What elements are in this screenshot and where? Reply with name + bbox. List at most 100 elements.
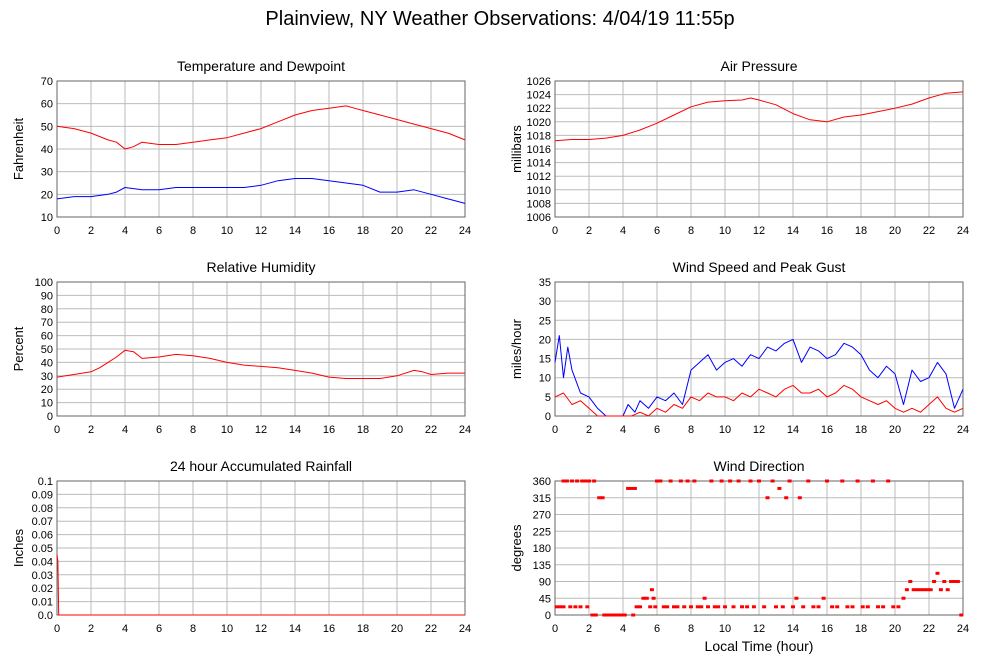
humidity-xtick-label: 10 [221,424,233,436]
direction-point [797,496,802,500]
direction-point [787,479,792,483]
direction-point [575,479,580,483]
direction-xlabel: Local Time (hour) [705,638,814,654]
humidity-xtick-label: 16 [323,424,335,436]
rain-ytick-label: 0.08 [32,503,53,515]
humidity-title: Relative Humidity [207,259,316,275]
direction-point [945,588,950,592]
direction-point [921,588,926,592]
pressure-xtick-label: 0 [552,225,558,237]
temp-xtick-label: 20 [391,225,403,237]
direction-point [901,596,906,600]
humidity-ytick-label: 70 [41,317,53,329]
direction-point [925,588,930,592]
direction-title: Wind Direction [713,458,804,474]
direction-ytick-label: 135 [533,560,551,572]
humidity-series-line-1 [56,349,465,379]
wind-ytick-label: 25 [539,315,551,327]
direction-xtick-label: 14 [787,623,799,635]
direction-point [728,479,733,483]
direction-point [835,605,840,609]
wind-xtick-label: 12 [753,424,765,436]
direction-point [653,605,658,609]
temp-ylabel: Fahrenheit [11,118,26,181]
direction-point [881,605,886,609]
wind-xtick-label: 8 [688,424,694,436]
humidity-ytick-label: 10 [41,398,53,410]
temp-xtick-label: 14 [289,225,301,237]
direction-point [938,588,943,592]
rain-xtick-label: 4 [122,623,128,635]
rain-ytick-label: 0.1 [38,476,53,488]
wind-xtick-label: 4 [620,424,626,436]
wind-xtick-label: 18 [855,424,867,436]
direction-point [558,605,563,609]
pressure-xtick-label: 12 [753,225,765,237]
humidity-xtick-label: 12 [255,424,267,436]
rain-xtick-label: 12 [255,623,267,635]
humidity-ytick-label: 20 [41,384,53,396]
rain-xtick-label: 0 [54,623,60,635]
direction-ytick-label: 0 [545,610,551,622]
direction-point [626,486,631,490]
rain-ytick-label: 0.06 [32,530,53,542]
direction-point [609,613,614,617]
rain-xtick-label: 22 [425,623,437,635]
direction-point [695,605,700,609]
pressure-ylabel: millibars [509,125,524,173]
rain-ytick-label: 0.02 [32,583,53,595]
direction-point [706,605,710,609]
rain-xtick-label: 8 [190,623,196,635]
temp-xtick-label: 16 [323,225,335,237]
rain-title: 24 hour Accumulated Rainfall [170,458,352,474]
direction-point [774,605,778,609]
temp-xtick-label: 4 [122,225,128,237]
direction-point [600,496,605,500]
rain-xtick-label: 24 [459,623,471,635]
direction-xtick-label: 12 [753,623,765,635]
direction-point [583,479,588,483]
temp-xtick-label: 12 [255,225,267,237]
direction-point [806,479,811,483]
direction-point [745,605,750,609]
direction-point [896,605,901,609]
direction-point [685,479,690,483]
direction-point [561,479,566,483]
rain-ytick-label: 0.03 [32,570,53,582]
direction-point [592,479,597,483]
direction-point [629,486,634,490]
humidity-frame [56,281,466,417]
direction-point [632,486,637,490]
direction-point [587,479,591,483]
direction-point [845,605,850,609]
direction-ytick-label: 225 [533,526,551,538]
direction-point [751,605,756,609]
direction-point [651,596,656,600]
rain-ytick-label: 0.09 [32,489,53,501]
pressure-series-line-1 [554,91,964,142]
humidity-xtick-label: 2 [88,424,94,436]
direction-ytick-label: 315 [533,493,551,505]
rain-ytick-label: 0.04 [32,556,53,568]
direction-point [791,605,795,609]
direction-point [723,605,727,609]
direction-xtick-label: 6 [654,623,660,635]
wind-ytick-label: 20 [539,334,551,346]
direction-point [850,605,855,609]
direction-point [605,613,610,617]
direction-point [692,479,697,483]
direction-point [641,596,646,600]
humidity-ytick-label: 60 [41,331,53,343]
direction-point [668,479,673,483]
page-title: Plainview, NY Weather Observations: 4/04… [265,8,735,30]
pressure-xtick-label: 10 [719,225,731,237]
rain-xtick-label: 20 [391,623,403,635]
direction-point [655,479,659,483]
temp-ytick-label: 70 [41,76,53,88]
wind-xtick-label: 0 [552,424,558,436]
direction-point [952,580,957,583]
rain-ylabel: Inches [11,528,26,567]
direction-point [825,479,829,483]
temp-xtick-label: 10 [221,225,233,237]
